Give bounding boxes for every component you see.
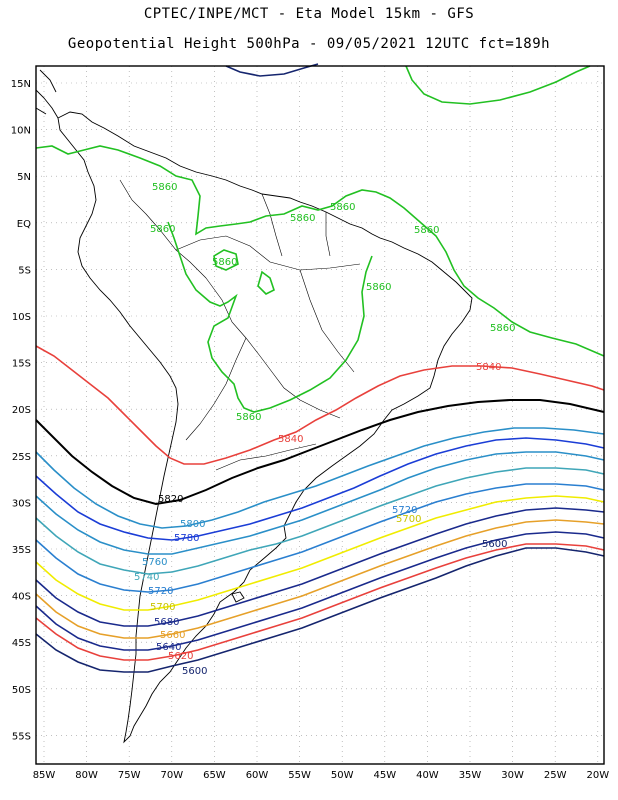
contour-5680: [35, 507, 605, 627]
lat-tick-label: 40S: [12, 592, 31, 603]
label-5720: 5720: [148, 586, 173, 597]
axis-ticks: 85W 80W 75W 70W 65W 60W 55W 50W 45W 40W 35W 30W 25W 2…: [11, 79, 609, 781]
chart-title: CPTEC/INPE/MCT - Eta Model 15km - GFS: [143, 6, 475, 22]
lat-tick-label: 35S: [12, 545, 31, 556]
lat-tick-label: 5N: [17, 172, 31, 183]
contour-5600: [35, 547, 605, 673]
contour-5820: [35, 399, 605, 506]
lat-tick-label: 10S: [12, 312, 31, 323]
lon-tick-label: 80W: [75, 770, 98, 781]
lon-tick-label: 65W: [203, 770, 226, 781]
lon-tick-label: 55W: [288, 770, 311, 781]
label-5700: 5700: [396, 514, 421, 525]
lat-tick-label: 15N: [11, 79, 31, 90]
label-5600: 5600: [182, 666, 207, 677]
contour-5760: [35, 451, 605, 555]
country-borders: [119, 179, 361, 471]
label-5760: 5760: [142, 557, 167, 568]
label-5860: 5860: [150, 224, 175, 235]
height-contours: [35, 63, 605, 673]
lon-tick-label: 25W: [544, 770, 567, 781]
contour-labels: 5860 5860 5860 5860 5860 5860 5860 5860 …: [134, 182, 515, 677]
lat-tick-label: 45S: [12, 638, 31, 649]
contour-5860-loop2: [213, 249, 239, 271]
lat-tick-label: 30S: [12, 498, 31, 509]
lon-tick-label: 45W: [373, 770, 396, 781]
contour-5860-inland: [167, 221, 373, 413]
label-5720: 5720: [392, 505, 417, 516]
label-5700: 5700: [150, 602, 175, 613]
lon-tick-label: 75W: [118, 770, 141, 781]
label-5860: 5860: [330, 202, 355, 213]
label-5740: 5740: [134, 572, 159, 583]
label-5680: 5680: [154, 617, 179, 628]
contour-5860-north: [35, 145, 605, 357]
label-5840: 5840: [476, 362, 501, 373]
central-america-coastline: [35, 69, 59, 119]
label-5840: 5840: [278, 434, 303, 445]
label-5800: 5800: [180, 519, 205, 530]
label-5860: 5860: [290, 213, 315, 224]
lon-tick-label: 50W: [331, 770, 354, 781]
lon-tick-label: 70W: [160, 770, 183, 781]
label-5860: 5860: [366, 282, 391, 293]
lon-tick-label: 60W: [246, 770, 269, 781]
lat-tick-label: 20S: [12, 405, 31, 416]
contour-5860-top: [405, 65, 591, 105]
lat-tick-label: 25S: [12, 452, 31, 463]
label-5860: 5860: [152, 182, 177, 193]
contour-5700: [35, 495, 605, 611]
lat-tick-label: 5S: [18, 265, 31, 276]
contour-5720: [35, 483, 605, 593]
lat-tick-label: 10N: [11, 126, 31, 137]
label-5860: 5860: [212, 257, 237, 268]
south-america-coastline: [57, 111, 473, 744]
contour-5800: [35, 427, 605, 529]
label-5620: 5620: [168, 651, 193, 662]
label-5820: 5820: [158, 494, 183, 505]
contour-5740: [35, 467, 605, 575]
contour-5640: [35, 531, 605, 651]
lat-tick-label: 55S: [12, 731, 31, 742]
falkland-islands: [231, 591, 245, 603]
lon-tick-label: 35W: [459, 770, 482, 781]
lon-tick-label: 40W: [416, 770, 439, 781]
chart-subtitle: Geopotential Height 500hPa - 09/05/2021 …: [67, 36, 551, 52]
label-5660: 5660: [160, 630, 185, 641]
lat-tick-label: EQ: [17, 219, 31, 230]
label-5600: 5600: [482, 539, 507, 550]
contour-5840: [35, 345, 605, 465]
lon-tick-label: 85W: [33, 770, 56, 781]
lon-tick-label: 20W: [586, 770, 609, 781]
contour-5600-top: [225, 63, 319, 77]
label-5860: 5860: [490, 323, 515, 334]
contour-5860-loop: [257, 270, 275, 295]
lat-tick-label: 15S: [12, 359, 31, 370]
contour-5620: [35, 543, 605, 661]
map-frame: [35, 65, 605, 765]
continent-outline: [35, 69, 473, 744]
contour-5780: [35, 437, 605, 541]
label-5860: 5860: [236, 412, 261, 423]
lon-tick-label: 30W: [501, 770, 524, 781]
lat-tick-label: 50S: [12, 685, 31, 696]
label-5860: 5860: [414, 225, 439, 236]
contour-5660: [35, 519, 605, 639]
label-5640: 5640: [156, 642, 181, 653]
label-5780: 5780: [174, 533, 199, 544]
